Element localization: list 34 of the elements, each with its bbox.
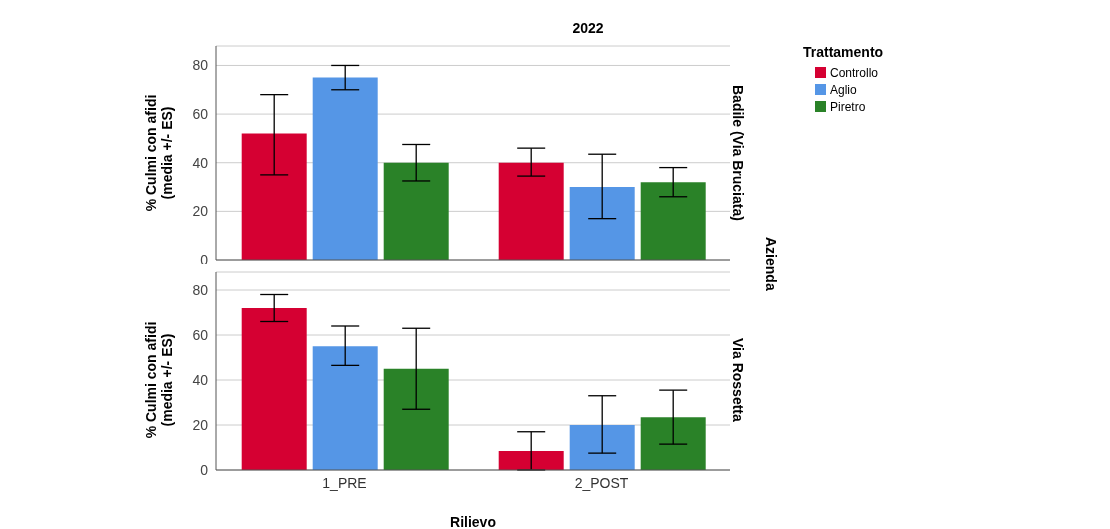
bar	[383, 162, 449, 260]
y-tick-label: 80	[192, 57, 209, 74]
bar	[498, 450, 564, 470]
bar	[498, 162, 564, 260]
annotation: Badile (Via Bruciata)	[730, 84, 746, 223]
bar	[569, 425, 635, 470]
bar	[640, 182, 706, 260]
x-tick-label: 1_PRE	[322, 474, 367, 491]
y-tick-label: 20	[192, 416, 209, 433]
bar	[312, 77, 378, 260]
bar	[241, 133, 307, 260]
x-tick-label: 2_POST	[574, 474, 629, 491]
y-tick-label: 0	[200, 461, 209, 478]
legend-label: Controllo	[830, 65, 879, 80]
chart-title: 2022	[571, 20, 605, 36]
annotation: Via Rossetta	[730, 337, 746, 424]
legend-label: Piretro	[830, 99, 866, 114]
bar	[569, 187, 635, 260]
y-tick-label: 60	[192, 326, 209, 343]
y-tick-label: 60	[192, 106, 209, 123]
x-axis-title: Rilievo	[449, 514, 497, 529]
bar	[383, 368, 449, 470]
y-tick-label: 40	[192, 371, 209, 388]
y-tick-label: 20	[192, 203, 209, 220]
y-tick-label: 80	[192, 281, 209, 298]
bar	[640, 417, 706, 470]
legend-title: Trattamento	[803, 44, 884, 60]
y-axis-title: % Culmi con afidi (media +/- ES)	[143, 93, 176, 214]
bar	[312, 346, 378, 470]
y-tick-label: 40	[192, 154, 209, 171]
y-axis-title: % Culmi con afidi (media +/- ES)	[143, 320, 176, 441]
bar	[241, 308, 307, 470]
text: Azienda	[763, 236, 779, 293]
legend-label: Aglio	[830, 82, 857, 97]
